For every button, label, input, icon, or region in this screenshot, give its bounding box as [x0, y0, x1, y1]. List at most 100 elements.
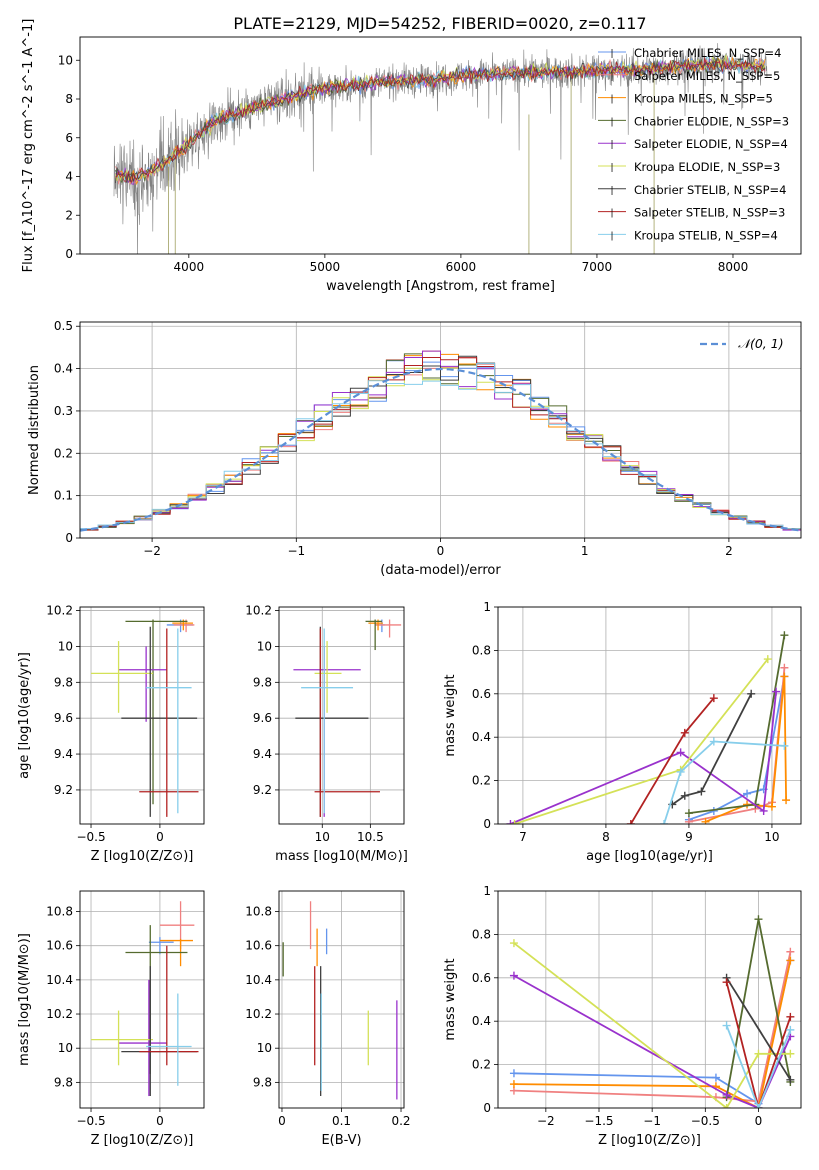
axes-frame — [79, 890, 205, 1109]
legend-marker: | — [610, 95, 613, 105]
legend-label: Chabrier MILES, N_SSP=4 — [634, 46, 781, 60]
x-tick-label: 8 — [602, 830, 610, 844]
x-tick-label: 0.2 — [391, 1114, 410, 1128]
series-line — [514, 658, 769, 824]
y-tick-label: 10.2 — [46, 604, 73, 618]
weight-series — [722, 973, 795, 1084]
x-tick-label: 10 — [764, 830, 779, 844]
errorbar-point — [295, 626, 369, 817]
y-tick-label: 0.2 — [472, 774, 491, 788]
legend-label: Chabrier ELODIE, N_SSP=3 — [634, 114, 789, 128]
legend-label: Chabrier STELIB, N_SSP=4 — [634, 183, 786, 197]
y-tick-label: 9.4 — [54, 747, 73, 761]
errorbar-point — [146, 628, 192, 814]
y-tick-label: 10.8 — [245, 905, 272, 919]
x-tick-label: −0.5 — [76, 1114, 105, 1128]
y-tick-label: 8 — [65, 92, 73, 106]
axes-frame — [79, 321, 802, 539]
panel-mass_vs_ebv: 0 0.1 0.2 9.8 10 10.2 10.4 10.6 10.8 E(B-V) — [245, 890, 411, 1148]
spectrum-legend: | Chabrier MILES, N_SSP=4 | Salpeter MILES,… — [598, 46, 789, 242]
legend-label: 𝒩(0, 1) — [738, 336, 784, 351]
legend-marker: | — [610, 186, 613, 196]
y-tick-label: 0.2 — [54, 446, 73, 460]
x-tick-label: −0.5 — [76, 830, 105, 844]
legend-marker: | — [610, 49, 613, 59]
y-tick-label: 0.4 — [54, 362, 73, 376]
x-axis-label: (data-model)/error — [380, 563, 501, 578]
y-tick-label: 0 — [65, 247, 73, 261]
panel-age_vs_z: −0.5 0 9.2 9.4 9.6 9.8 10 10.2 Z [log10(Z/Z⊙)] ag… — [17, 604, 205, 864]
x-tick-label: 2 — [725, 544, 733, 558]
y-tick-label: 0.2 — [472, 1058, 491, 1072]
y-tick-label: 10.4 — [245, 973, 272, 987]
y-tick-label: 1 — [483, 600, 491, 614]
y-axis-label: mass weight — [443, 674, 458, 756]
y-tick-label: 10 — [257, 639, 272, 653]
series-marker — [786, 956, 795, 965]
panel-residuals: −2 −1 0 1 2 0 0.1 0.2 0.3 0.4 0.5 (data-model)/erro… — [27, 319, 802, 578]
y-tick-label: 9.6 — [253, 711, 272, 725]
series-marker — [684, 817, 693, 824]
y-tick-label: 9.8 — [54, 675, 73, 689]
panel-mass_vs_z: −0.5 0 9.8 10 10.2 10.4 10.6 10.8 Z [log10(Z/Z⊙)… — [17, 890, 205, 1148]
x-tick-label: 10.5 — [357, 830, 384, 844]
x-tick-label: −1 — [643, 1114, 661, 1128]
series-marker — [676, 748, 685, 757]
y-tick-label: 0.6 — [472, 687, 491, 701]
x-tick-label: 9 — [685, 830, 693, 844]
series-marker — [780, 663, 789, 672]
weight-series — [506, 687, 781, 824]
y-tick-label: 9.6 — [54, 711, 73, 725]
x-tick-label: 4000 — [174, 260, 205, 274]
axes-frame — [497, 890, 802, 1109]
x-tick-label: 8000 — [718, 260, 749, 274]
y-tick-label: 10.6 — [245, 939, 272, 953]
series-marker — [782, 796, 791, 805]
series-marker — [510, 820, 519, 824]
legend-label: Salpeter STELIB, N_SSP=3 — [634, 206, 785, 220]
errorbar-point — [301, 628, 354, 814]
errorbar-point — [118, 646, 167, 722]
axes-frame — [497, 606, 802, 825]
legend-marker: | — [610, 140, 613, 150]
errorbar-point — [146, 993, 192, 1086]
panel-spectrum: 4000 5000 6000 7000 8000 0 2 4 6 8 10 wavelength [A… — [21, 19, 802, 294]
x-tick-label: 5000 — [310, 260, 341, 274]
series-marker — [676, 767, 685, 776]
x-axis-label: Z [log10(Z/Z⊙)] — [91, 1133, 194, 1148]
y-tick-label: 6 — [65, 131, 73, 145]
series-marker — [754, 1049, 763, 1058]
series-marker — [754, 1104, 763, 1108]
series-marker — [772, 687, 781, 696]
series-marker — [722, 1021, 731, 1030]
x-tick-label: −1 — [287, 544, 305, 558]
y-tick-label: 9.2 — [54, 783, 73, 797]
legend-marker: | — [610, 117, 613, 127]
series-marker — [722, 1090, 731, 1099]
series-marker — [780, 672, 789, 681]
y-tick-label: 0.4 — [472, 730, 491, 744]
legend-label: Kroupa STELIB, N_SSP=4 — [634, 228, 778, 242]
x-axis-label: Z [log10(Z/Z⊙)] — [91, 849, 194, 864]
errorbar-point — [365, 619, 382, 651]
series-marker — [509, 971, 518, 980]
series-line — [663, 740, 785, 824]
y-axis-label: mass [log10(M/M⊙)] — [17, 933, 32, 1066]
model-spectrum — [115, 57, 766, 184]
panel-weight_vs_z: −2 −1.5 −1 −0.5 0 0 0.2 0.4 0.6 0.8 1 Z [log10(Z/Z⊙… — [443, 884, 802, 1148]
y-tick-label: 9.8 — [253, 1075, 272, 1089]
y-tick-label: 0.8 — [472, 927, 491, 941]
legend-marker: | — [610, 231, 613, 241]
x-axis-label: E(B-V) — [321, 1133, 361, 1148]
series-marker — [509, 939, 518, 948]
axes-frame — [79, 606, 205, 825]
y-axis-label: age [log10(age/yr)] — [17, 652, 32, 779]
errorbar-point — [121, 626, 198, 817]
x-tick-label: −1.5 — [584, 1114, 613, 1128]
series-marker — [722, 1104, 731, 1108]
legend-marker: | — [610, 72, 613, 82]
series-line — [513, 974, 792, 1108]
axes-frame — [79, 36, 802, 255]
x-tick-label: 0 — [156, 1114, 164, 1128]
legend-label: Salpeter ELODIE, N_SSP=4 — [634, 137, 788, 151]
